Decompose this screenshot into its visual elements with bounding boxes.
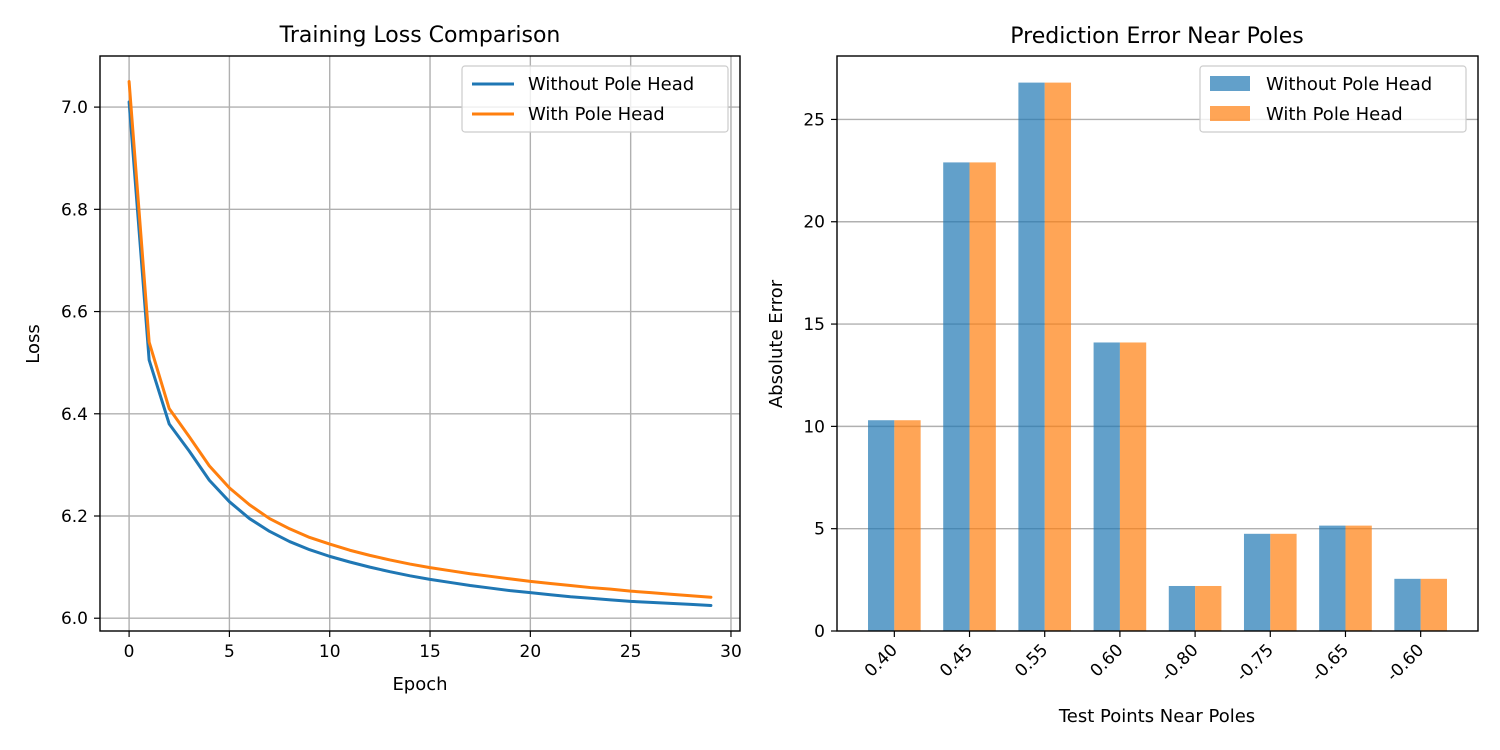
grid xyxy=(100,56,740,631)
legend-label-without-pole-head: Without Pole Head xyxy=(528,74,694,95)
x-tick-label: -0.60 xyxy=(1383,640,1428,685)
x-axis-label: Epoch xyxy=(392,674,447,695)
legend-swatch-with-pole-head xyxy=(1210,106,1250,121)
plot-frame xyxy=(99,55,741,632)
x-tick-label: -0.75 xyxy=(1233,640,1278,685)
legend-box xyxy=(461,65,729,133)
y-tick-label: 6.4 xyxy=(61,405,88,425)
legend: Without Pole Head With Pole Head xyxy=(1199,65,1467,133)
y-ticks: 6.0 6.2 6.4 6.6 6.8 7.0 xyxy=(61,98,100,629)
bar-with-pole-head xyxy=(969,162,996,631)
x-tick-label: 5 xyxy=(224,642,235,662)
x-tick-label: 20 xyxy=(520,642,542,662)
bar-with-pole-head xyxy=(894,420,921,631)
legend-box xyxy=(1199,65,1467,133)
x-tick-label: 15 xyxy=(419,642,441,662)
y-ticks: 0 5 10 15 20 25 xyxy=(803,110,837,642)
y-tick-label: 6.0 xyxy=(61,609,88,629)
legend-label-without-pole-head: Without Pole Head xyxy=(1266,74,1432,95)
x-tick-label: 0.45 xyxy=(936,640,977,681)
y-tick-label: 6.2 xyxy=(61,507,88,527)
bar-with-pole-head xyxy=(1119,342,1147,631)
grid xyxy=(837,118,1478,530)
bar-without-pole-head xyxy=(1394,578,1421,631)
legend-label-with-pole-head: With Pole Head xyxy=(1266,104,1403,125)
bar-without-pole-head xyxy=(943,162,970,631)
x-ticks: 0.40 0.45 0.55 0.60 -0.80 -0.75 -0.65 -0.60 xyxy=(861,631,1428,686)
bar-with-pole-head xyxy=(1270,533,1297,631)
x-ticks: 0 5 10 15 20 25 30 xyxy=(124,631,742,662)
bar-with-pole-head xyxy=(1044,82,1072,631)
y-tick-label: 5 xyxy=(814,520,825,540)
bar-with-pole-head xyxy=(1420,578,1447,631)
y-tick-label: 7.0 xyxy=(61,98,88,118)
y-tick-label: 0 xyxy=(814,622,825,642)
x-tick-label: 25 xyxy=(620,642,642,662)
bar-with-pole-head xyxy=(1345,525,1372,631)
legend-label-with-pole-head: With Pole Head xyxy=(528,104,665,125)
bar-without-pole-head xyxy=(1018,82,1045,631)
bar-without-pole-head xyxy=(1168,585,1196,631)
legend: Without Pole Head With Pole Head xyxy=(461,65,729,133)
y-tick-label: 6.8 xyxy=(61,200,88,220)
x-tick-label: 30 xyxy=(720,642,742,662)
x-tick-label: 0.40 xyxy=(861,640,902,681)
series-lines xyxy=(127,80,713,607)
y-tick-label: 10 xyxy=(803,417,825,437)
bar-without-pole-head xyxy=(1093,342,1120,631)
bar-without-pole-head xyxy=(1243,533,1271,631)
bar-with-pole-head xyxy=(1195,585,1222,631)
line-without-pole-head xyxy=(127,100,713,607)
training-loss-chart: 0 5 10 15 20 25 30 6.0 6.2 6.4 6.6 6.8 7.0 Training… xyxy=(23,23,742,695)
x-tick-label: -0.65 xyxy=(1308,640,1353,685)
line-with-pole-head xyxy=(127,80,713,599)
bars xyxy=(868,82,1447,631)
chart-title: Prediction Error Near Poles xyxy=(1010,24,1303,49)
y-axis-label: Loss xyxy=(23,324,44,363)
x-tick-label: 10 xyxy=(319,642,341,662)
plot-frame xyxy=(836,55,1479,632)
y-tick-label: 6.6 xyxy=(61,303,88,323)
x-tick-label: 0.60 xyxy=(1087,640,1128,681)
y-axis-label: Absolute Error xyxy=(766,279,787,408)
x-tick-label: 0.55 xyxy=(1011,640,1052,681)
y-tick-label: 20 xyxy=(803,213,825,233)
x-axis-label: Test Points Near Poles xyxy=(1058,706,1255,727)
bar-without-pole-head xyxy=(1319,525,1346,631)
prediction-error-chart: 0.40 0.45 0.55 0.60 -0.80 -0.75 -0.65 -0.60 0 5 1… xyxy=(766,24,1479,727)
y-tick-label: 25 xyxy=(803,110,825,130)
y-tick-label: 15 xyxy=(803,315,825,335)
x-tick-label: 0 xyxy=(124,642,135,662)
bar-without-pole-head xyxy=(868,420,895,631)
x-tick-label: -0.80 xyxy=(1157,640,1202,685)
legend-swatch-without-pole-head xyxy=(1210,76,1250,91)
chart-title: Training Loss Comparison xyxy=(279,23,561,48)
